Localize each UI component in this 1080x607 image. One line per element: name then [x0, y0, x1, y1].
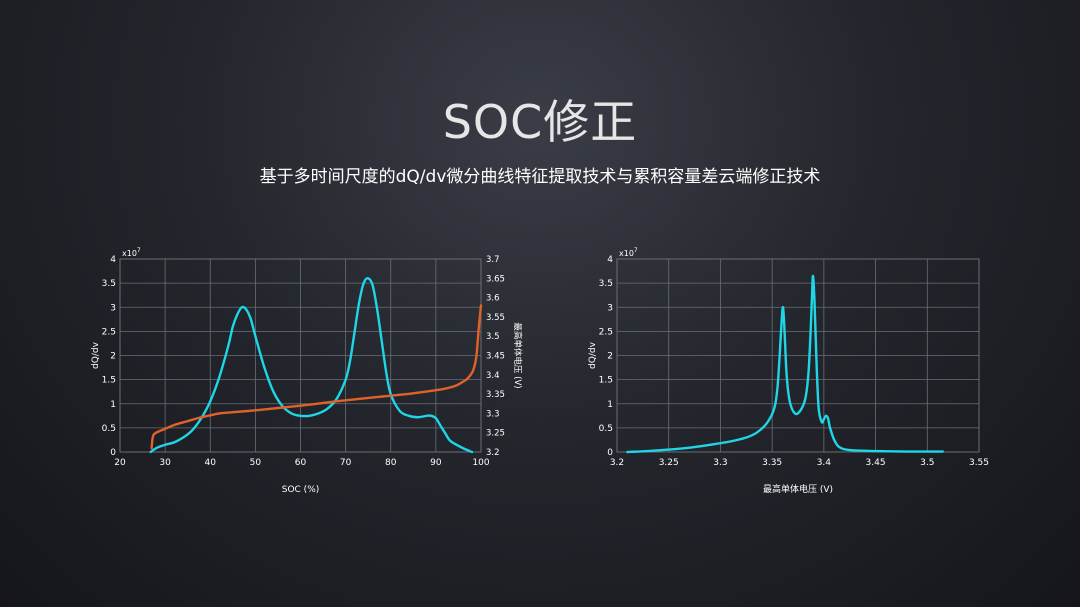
y-tick-label: 0	[607, 448, 613, 458]
y2-tick-label: 3.35	[486, 390, 505, 400]
series-line-0	[626, 274, 944, 454]
x-tick-label: 3.4	[817, 458, 832, 468]
y2-axis-label: 最高单体电压 (V)	[512, 322, 523, 388]
y-tick-label: 0	[110, 448, 116, 458]
y2-tick-label: 3.2	[486, 448, 500, 458]
y-tick-label: 3	[110, 303, 116, 313]
y2-tick-label: 3.65	[486, 274, 505, 284]
y-tick-label: 2.5	[102, 327, 116, 337]
y-tick-label: 1	[110, 400, 116, 410]
y-tick-label: 0.5	[102, 424, 116, 434]
soc-dqdv-chart: 20 30 40 50 60 70 80 90 100 0 0.5 1 1.5 2 2.5 3 3.5 4 3.2 3…	[91, 247, 523, 495]
series-line-0	[149, 277, 474, 454]
y-tick-label: 1.5	[102, 376, 116, 386]
y-exponent-label: x107	[122, 247, 141, 258]
y2-tick-label: 3.45	[486, 352, 505, 362]
y2-tick-label: 3.55	[486, 313, 505, 323]
y-exponent-power: 7	[634, 247, 638, 254]
x-tick-label: 3.2	[610, 458, 624, 468]
x-tick-label: 30	[159, 458, 171, 468]
y-tick-label: 3	[607, 303, 613, 313]
x-tick-label: 100	[472, 458, 489, 468]
x-tick-label: 20	[114, 458, 126, 468]
y-tick-label: 2	[110, 352, 116, 362]
y2-tick-label: 3.3	[486, 409, 500, 419]
page-subtitle: 基于多时间尺度的dQ/dv微分曲线特征提取技术与累积容量差云端修正技术	[259, 167, 821, 187]
y2-tick-label: 3.6	[486, 294, 500, 304]
x-tick-label: 40	[205, 458, 217, 468]
y-tick-label: 1	[607, 400, 613, 410]
voltage-dqdv-chart: 3.2 3.25 3.3 3.35 3.4 3.45 3.5 3.55 0 0.5 1 1.5 2 2.5…	[588, 247, 989, 495]
y2-tick-label: 3.4	[486, 371, 500, 381]
x-tick-label: 3.45	[866, 458, 886, 468]
x-tick-label: 50	[250, 458, 262, 468]
x-tick-label: 3.3	[713, 458, 727, 468]
y-axis-label: dQ/dv	[91, 341, 101, 369]
y-exponent-power: 7	[137, 247, 141, 254]
y-tick-label: 2	[607, 352, 613, 362]
x-axis-label: 最高单体电压 (V)	[763, 483, 833, 495]
y2-tick-label: 3.25	[486, 429, 505, 439]
x-tick-label: 3.55	[969, 458, 989, 468]
y-tick-label: 3.5	[102, 279, 116, 289]
y2-tick-label: 3.7	[486, 255, 500, 265]
x-tick-label: 70	[340, 458, 352, 468]
x-tick-label: 3.35	[762, 458, 782, 468]
x-tick-label: 80	[385, 458, 397, 468]
x-tick-label: 90	[430, 458, 442, 468]
y-axis-label: dQ/dv	[588, 341, 598, 369]
series-line-1	[150, 304, 483, 450]
x-axis-label: SOC (%)	[282, 485, 320, 495]
page-title: SOC修正	[442, 95, 638, 149]
y-tick-label: 4	[110, 255, 116, 265]
y-tick-label: 4	[607, 255, 613, 265]
y-exponent-label: x107	[619, 247, 638, 258]
x-tick-label: 60	[295, 458, 307, 468]
x-tick-label: 3.25	[659, 458, 679, 468]
y-tick-label: 1.5	[599, 376, 613, 386]
y2-tick-label: 3.5	[486, 332, 500, 342]
y-tick-label: 2.5	[599, 327, 613, 337]
x-tick-label: 3.5	[920, 458, 934, 468]
y-tick-label: 3.5	[599, 279, 613, 289]
y-tick-label: 0.5	[599, 424, 613, 434]
